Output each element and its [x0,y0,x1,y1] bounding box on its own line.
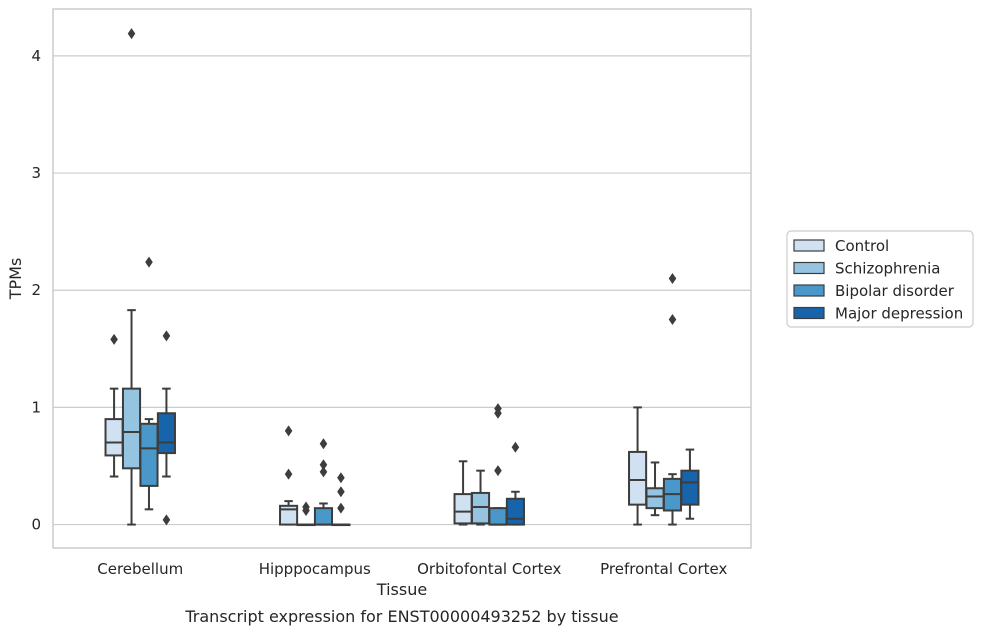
box-3-2 [662,273,683,526]
outlier-point [110,333,118,345]
box-2-3 [505,441,525,526]
outlier-point [337,502,345,514]
outlier-point [511,441,520,453]
x-tick-label: Prefrontal Cortex [600,560,727,578]
chart-caption: Transcript expression for ENST0000049325… [184,607,618,626]
box-1-3 [331,472,351,527]
box-1-0 [279,425,299,526]
outlier-point [337,486,345,498]
outlier-point [284,468,293,480]
box-3-1 [645,461,665,517]
box-body [453,493,473,525]
box-body [470,491,491,525]
y-tick-label: 3 [31,164,41,182]
box-2-0 [453,460,473,526]
box-0-0 [104,333,124,478]
box-body [139,422,159,487]
outlier-point [162,514,171,526]
box-0-1 [121,28,142,526]
legend-label: Schizophrenia [835,260,940,278]
outlier-point [319,438,328,450]
box-2-2 [488,403,508,526]
x-tick-label: Orbitofontal Cortex [417,560,561,578]
box-body [313,507,334,526]
outlier-point [494,465,502,477]
box-1-1 [296,501,316,527]
box-3-3 [680,448,700,520]
box-0-2 [139,256,159,511]
outlier-point [145,256,153,268]
y-tick-label: 2 [31,281,41,299]
legend-swatch [793,306,825,320]
legend-label: Major depression [835,305,963,323]
plot-frame [52,8,752,549]
outlier-point [162,330,171,342]
box-body [628,450,648,506]
outlier-point [494,403,502,415]
box-body [505,497,525,526]
legend-label: Control [835,237,889,255]
outlier-point [302,501,310,513]
y-tick-label: 1 [31,398,41,416]
x-axis-label: Tissue [376,580,427,599]
outlier-point [668,273,677,284]
legend: Control Schizophrenia Bipolar disorder Majo… [786,230,974,328]
box-body [680,469,700,506]
outlier-point [337,472,345,484]
boxes-layer [104,28,700,527]
y-tick-label: 0 [31,516,41,534]
outlier-point [319,459,328,471]
box-0-3 [156,330,176,526]
legend-swatch [793,239,825,252]
outlier-point [284,425,293,437]
box-1-2 [313,438,334,526]
outlier-point [319,466,328,478]
legend-swatch [793,261,825,275]
outlier-point [127,28,136,40]
box-body [104,418,124,457]
outlier-point [668,314,677,326]
box-3-0 [628,406,648,526]
box-body [121,387,142,470]
x-tick-label: Cerebellum [97,560,183,578]
box-body [156,412,176,455]
box-body [488,507,508,526]
y-axis-label: TPMs [6,258,25,301]
box-2-1 [470,469,491,526]
x-tick-label: Hipppocampus [259,560,371,578]
legend-frame [786,230,974,328]
legend-label: Bipolar disorder [835,282,955,300]
legend-swatch [793,284,825,297]
box-body [279,504,299,526]
y-tick-label: 4 [31,47,41,65]
ticks-layer: 0 1 2 3 4 Cerebellum Hipppocampus Orbitofontal … [31,47,727,578]
box-body [645,487,665,510]
